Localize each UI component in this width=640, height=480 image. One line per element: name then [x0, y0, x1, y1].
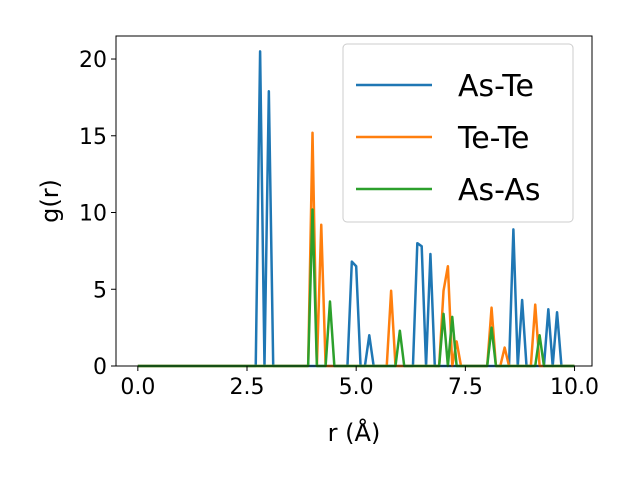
y-tick-label: 20 — [79, 48, 107, 73]
y-tick-label: 5 — [93, 278, 107, 303]
x-axis: 0.0 2.5 5.0 7.5 10.0 — [120, 366, 599, 400]
x-tick-label: 0.0 — [120, 375, 155, 400]
y-tick-label: 15 — [79, 125, 107, 150]
legend-label: As-As — [458, 173, 540, 208]
plot-frame — [115, 35, 593, 367]
y-axis: 0 5 10 15 20 — [79, 48, 116, 380]
x-axis-label: r (Å) — [328, 418, 381, 447]
y-axis-label: g(r) — [36, 179, 64, 223]
x-tick-label: 10.0 — [550, 375, 599, 400]
legend: As-Te Te-Te As-As — [342, 43, 574, 223]
y-tick-label: 10 — [79, 202, 107, 227]
x-tick-label: 7.5 — [448, 375, 483, 400]
y-tick-label: 0 — [93, 355, 107, 380]
x-tick-label: 5.0 — [339, 375, 374, 400]
legend-frame — [342, 43, 574, 223]
x-tick-label: 2.5 — [230, 375, 265, 400]
legend-label: Te-Te — [457, 121, 529, 156]
legend-label: As-Te — [458, 69, 534, 104]
